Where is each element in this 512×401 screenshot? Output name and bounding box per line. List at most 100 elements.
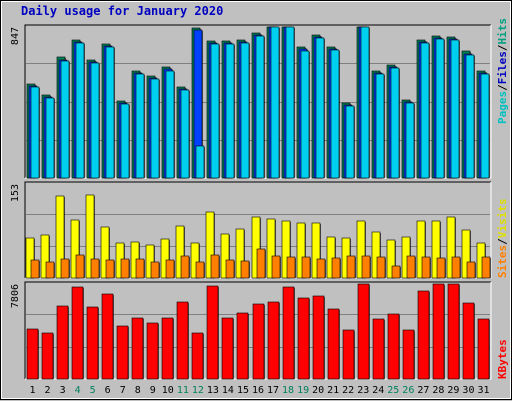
bar-sites-day-11	[180, 255, 190, 279]
x-tick-label-day-31: 31	[477, 385, 489, 396]
panel-border-dark	[24, 181, 491, 278]
panel-border-dark	[24, 24, 491, 178]
bar-sites-day-8	[135, 258, 145, 279]
legend-entry-files: Files	[496, 51, 509, 84]
bar-visits-day-1	[25, 237, 35, 279]
x-tick-label-day-21: 21	[327, 385, 339, 396]
bar-sites-day-6	[105, 259, 115, 279]
x-tick-label-day-28: 28	[432, 385, 444, 396]
legend-separator: /	[496, 44, 509, 51]
bar-pages-day-21	[330, 49, 340, 179]
bar-sites-day-5	[90, 258, 100, 279]
bar-sites-day-17	[271, 255, 281, 279]
panel-visits-sites: 153 Sites/Visits	[10, 181, 509, 279]
bar-visits-day-3	[55, 195, 65, 279]
y-max-label: 153	[10, 184, 21, 202]
bar-kbytes-day-23	[357, 283, 370, 380]
bar-visits-day-23	[356, 220, 366, 279]
bar-pages-day-23	[360, 26, 370, 179]
bar-sites-day-24	[376, 256, 386, 279]
bar-kbytes-day-20	[312, 295, 325, 380]
bar-visits-day-20	[311, 222, 321, 279]
bar-kbytes-day-3	[56, 305, 69, 380]
bar-pages-day-13	[210, 43, 220, 179]
bar-visits-day-18	[281, 220, 291, 279]
bar-sites-day-10	[165, 259, 175, 279]
x-tick-label-day-30: 30	[462, 385, 474, 396]
x-tick-label-day-11: 11	[177, 385, 189, 396]
bar-sites-day-1	[30, 259, 40, 279]
bar-sites-day-18	[286, 256, 296, 279]
bar-pages-day-6	[105, 46, 115, 179]
legend-separator: /	[496, 84, 509, 91]
bar-pages-day-19	[300, 50, 310, 179]
x-tick-label-day-27: 27	[417, 385, 429, 396]
bar-sites-day-3	[60, 258, 70, 279]
bar-sites-day-2	[45, 261, 55, 279]
bar-pages-day-7	[120, 103, 130, 179]
bar-kbytes-day-27	[417, 290, 430, 380]
bar-sites-day-31	[481, 256, 491, 279]
bar-kbytes-day-6	[101, 293, 114, 380]
bar-visits-day-9	[145, 244, 155, 279]
bar-sites-day-27	[421, 256, 431, 279]
legend-entry-pages: Pages	[496, 91, 509, 124]
bar-visits-day-6	[100, 226, 110, 279]
bar-pages-day-28	[435, 38, 445, 179]
legend-visits-sites: Sites/Visits	[496, 199, 509, 279]
chart-title: Daily usage for January 2020	[21, 4, 224, 18]
legend-separator: /	[496, 238, 509, 245]
bar-sites-day-19	[301, 256, 311, 279]
bar-pages-day-16	[255, 35, 265, 179]
bar-visits-day-12	[190, 242, 200, 279]
bar-sites-day-26	[406, 255, 416, 279]
bar-pages-day-2	[45, 97, 55, 179]
bar-pages-day-22	[345, 105, 355, 179]
y-max-label: 7806	[10, 284, 21, 308]
bar-sites-day-21	[331, 257, 341, 279]
bar-pages-day-14	[225, 43, 235, 179]
bar-sites-day-9	[150, 261, 160, 279]
bar-visits-day-2	[40, 234, 50, 279]
bar-sites-day-15	[240, 260, 250, 279]
bar-visits-day-10	[160, 238, 170, 279]
bar-kbytes-day-5	[86, 306, 99, 380]
bar-pages-day-15	[240, 42, 250, 179]
bar-visits-day-25	[386, 239, 396, 279]
bar-sites-day-16	[256, 248, 266, 279]
x-tick-label-day-2: 2	[45, 385, 51, 396]
panel-kbytes: 7806 KBytes	[10, 281, 509, 380]
x-tick-label-day-17: 17	[267, 385, 279, 396]
bar-sites-day-29	[451, 256, 461, 279]
bar-pages-day-11	[180, 89, 190, 179]
x-tick-label-day-3: 3	[60, 385, 66, 396]
x-tick-label-day-4: 4	[75, 385, 81, 396]
bar-pages-day-9	[150, 78, 160, 179]
bar-visits-day-4	[70, 219, 80, 279]
bar-sites-day-13	[210, 254, 220, 279]
x-tick-label-day-29: 29	[447, 385, 459, 396]
bar-pages-day-1	[30, 86, 40, 179]
bar-kbytes-day-19	[297, 297, 310, 380]
bar-visits-day-5	[85, 194, 95, 279]
x-tick-label-day-18: 18	[282, 385, 294, 396]
bar-visits-day-15	[235, 228, 245, 279]
bar-kbytes-day-4	[71, 286, 84, 380]
bar-visits-day-29	[446, 216, 456, 279]
bar-kbytes-day-9	[146, 322, 159, 380]
bar-kbytes-day-13	[206, 285, 219, 380]
bar-kbytes-day-22	[342, 329, 355, 380]
bar-visits-day-24	[371, 231, 381, 279]
legend-entry-visits: Visits	[496, 199, 509, 239]
bar-pages-day-4	[75, 42, 85, 179]
x-tick-label-day-12: 12	[192, 385, 204, 396]
bar-pages-day-24	[375, 73, 385, 179]
y-max-label: 847	[10, 27, 21, 45]
bar-kbytes-day-26	[402, 329, 415, 380]
x-tick-label-day-16: 16	[252, 385, 264, 396]
bar-kbytes-day-12	[191, 332, 204, 380]
bar-pages-day-8	[135, 73, 145, 179]
x-tick-label-day-5: 5	[90, 385, 96, 396]
x-tick-label-day-1: 1	[30, 385, 36, 396]
